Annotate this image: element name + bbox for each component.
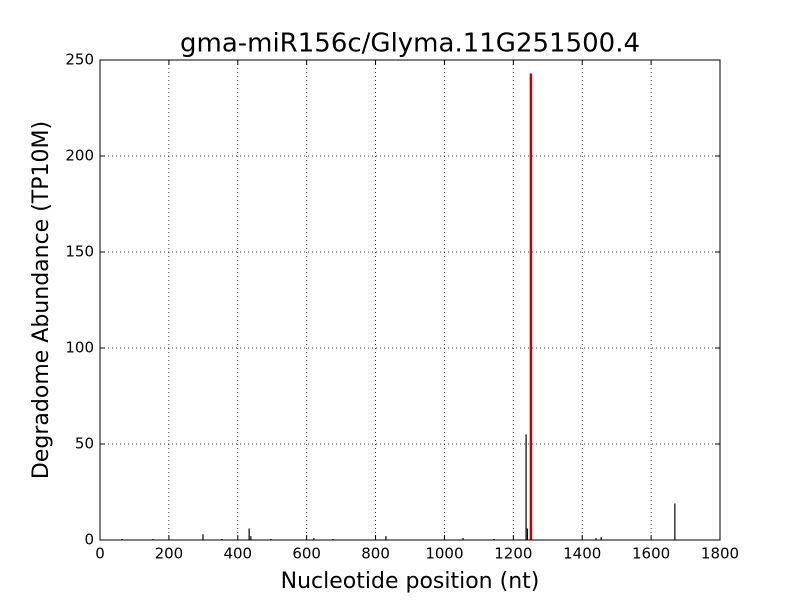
x-tick-label: 1400 — [563, 545, 601, 563]
x-tick-label: 200 — [155, 545, 184, 563]
y-axis-label: Degradome Abundance (TP10M) — [29, 121, 54, 479]
x-axis-label: Nucleotide position (nt) — [281, 569, 540, 594]
y-tick-label: 250 — [65, 51, 94, 69]
y-tick-label: 200 — [65, 147, 94, 165]
x-tick-label: 1600 — [632, 545, 670, 563]
chart-title: gma-miR156c/Glyma.11G251500.4 — [180, 29, 640, 59]
x-tick-label: 0 — [95, 545, 105, 563]
x-tick-label: 600 — [292, 545, 321, 563]
y-tick-label: 100 — [65, 339, 94, 357]
x-tick-label: 1200 — [494, 545, 532, 563]
x-tick-label: 400 — [223, 545, 252, 563]
x-tick-label: 1800 — [701, 545, 739, 563]
plot-frame — [99, 59, 721, 541]
y-tick-label: 150 — [65, 243, 94, 261]
x-tick-label: 1000 — [425, 545, 463, 563]
y-tick-label: 50 — [75, 435, 94, 453]
y-tick-label: 0 — [84, 531, 94, 549]
x-tick-label: 800 — [361, 545, 390, 563]
